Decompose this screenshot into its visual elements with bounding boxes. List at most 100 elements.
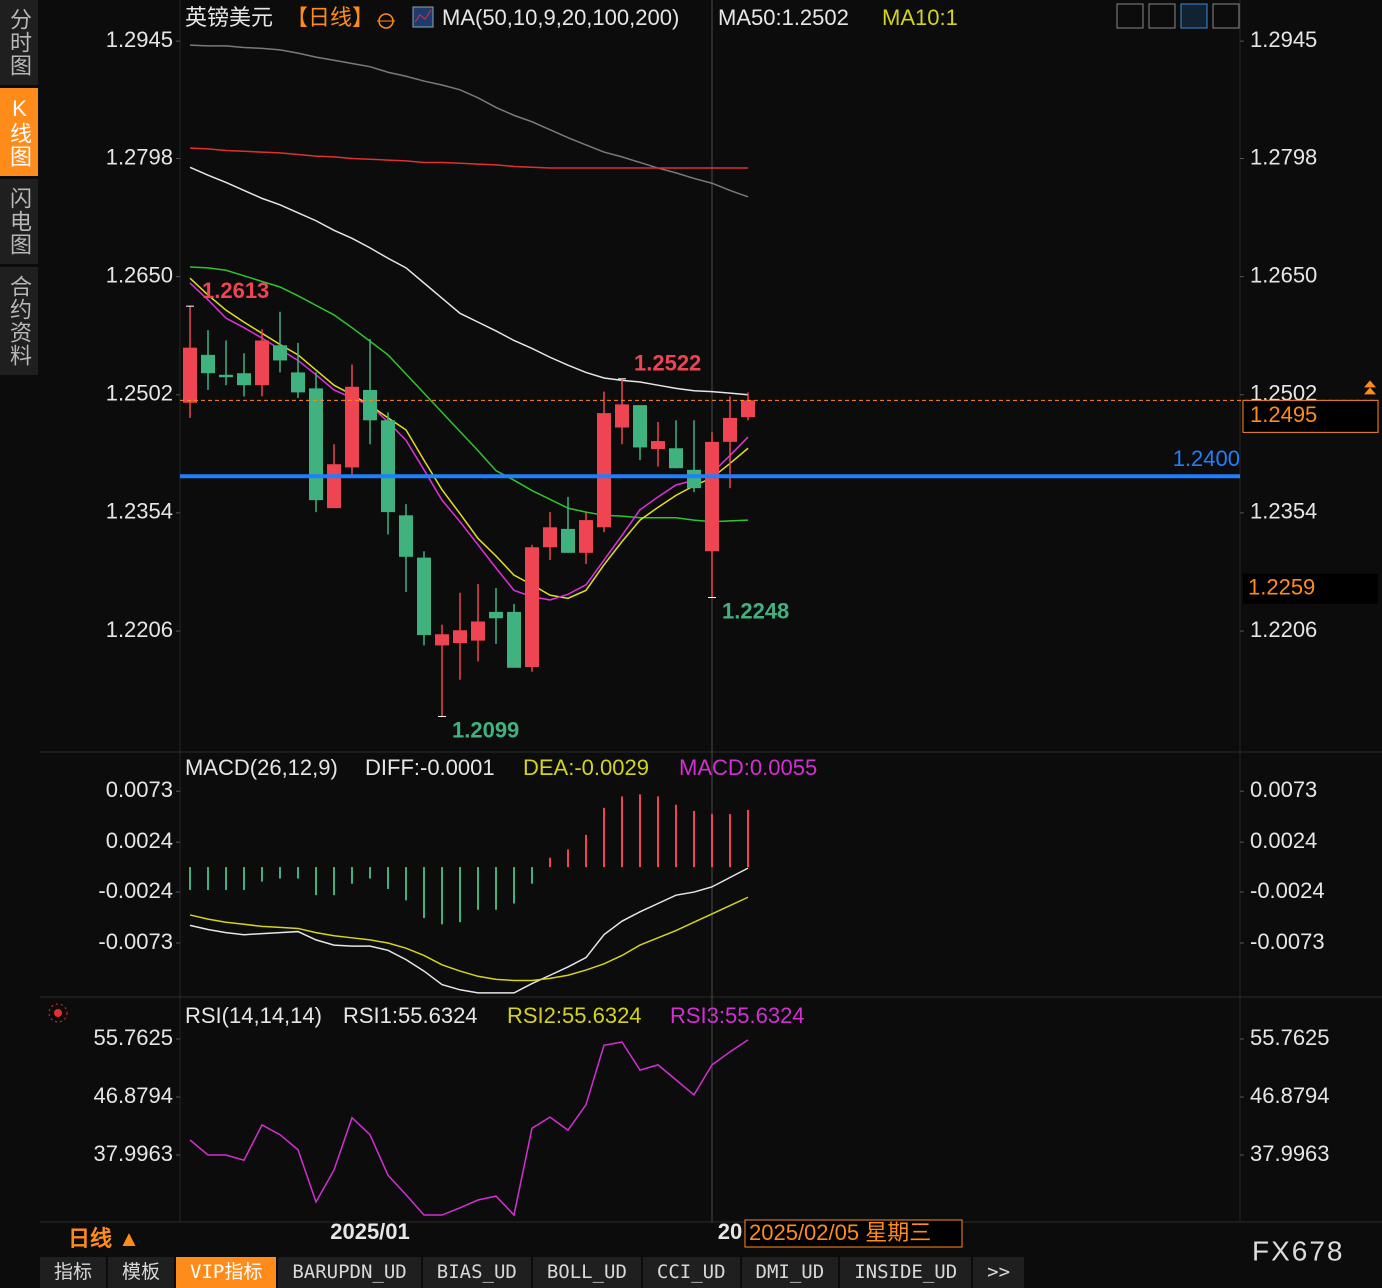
x-tick-label: 20 bbox=[718, 1219, 742, 1244]
candle-body bbox=[471, 621, 485, 641]
panel-header: RSI2:55.6324 bbox=[507, 1003, 642, 1028]
y-tick-label: 1.2650 bbox=[1250, 262, 1317, 287]
y-tick-label: 1.2798 bbox=[1250, 144, 1317, 169]
y-tick-label: 46.8794 bbox=[93, 1083, 173, 1108]
rsi-line bbox=[189, 1039, 749, 1217]
candle-body bbox=[597, 413, 611, 528]
tool-icon[interactable] bbox=[1180, 3, 1208, 29]
cursor-price-label: 1.2259 bbox=[1248, 575, 1315, 600]
period-label[interactable]: 日线 ▲ bbox=[68, 1226, 140, 1251]
tab[interactable]: BOLL_UD bbox=[532, 1257, 641, 1288]
candle-body bbox=[669, 448, 683, 469]
tab[interactable]: CCI_UD bbox=[642, 1257, 740, 1288]
candle-body bbox=[201, 354, 215, 374]
sidebar: 分时图 K线图 闪电图 合约资料 bbox=[0, 0, 38, 378]
candle-body bbox=[615, 404, 629, 428]
candle-body bbox=[561, 528, 575, 553]
tab[interactable]: >> bbox=[973, 1257, 1025, 1288]
candle-body bbox=[399, 515, 413, 557]
candle-body bbox=[273, 345, 287, 361]
y-tick-label: -0.0024 bbox=[1250, 878, 1325, 903]
candle-body bbox=[183, 347, 197, 403]
y-tick-label: 1.2206 bbox=[106, 617, 173, 642]
tab[interactable]: BIAS_UD bbox=[422, 1257, 531, 1288]
ma-line bbox=[189, 44, 749, 198]
y-tick-label: 1.2354 bbox=[1250, 499, 1317, 524]
y-tick-label: 1.2945 bbox=[106, 27, 173, 52]
panel-header: MA10:1 bbox=[882, 5, 958, 30]
candle-body bbox=[507, 611, 521, 668]
last-price-arrow bbox=[1364, 380, 1376, 395]
panel-header: MACD(26,12,9) bbox=[185, 755, 338, 780]
sidebar-button[interactable]: 合约资料 bbox=[0, 267, 38, 375]
tab[interactable]: 指标 bbox=[40, 1257, 107, 1288]
tab[interactable]: INSIDE_UD bbox=[840, 1257, 972, 1288]
y-tick-label: 1.2206 bbox=[1250, 617, 1317, 642]
background bbox=[38, 0, 1382, 1256]
tool-icon[interactable] bbox=[1212, 3, 1240, 29]
cursor-price-box bbox=[1243, 573, 1378, 604]
candle-body bbox=[381, 420, 395, 513]
tab-bar: 指标 模板 VIP指标 BARUPDN_UD BIAS_UD BOLL_UD CCI_UD D… bbox=[40, 1257, 1025, 1288]
tab[interactable]: DMI_UD bbox=[741, 1257, 839, 1288]
y-tick-label: 37.9963 bbox=[1250, 1141, 1330, 1166]
candle-body bbox=[417, 557, 431, 636]
y-tick-label: 0.0024 bbox=[1250, 828, 1317, 853]
y-tick-label: 55.7625 bbox=[93, 1025, 173, 1050]
candle-body bbox=[741, 400, 755, 418]
y-tick-label: 1.2945 bbox=[1250, 27, 1317, 52]
y-tick-label: 0.0073 bbox=[1250, 777, 1317, 802]
candle-body bbox=[723, 417, 737, 442]
x-tick-label: 2025/01 bbox=[330, 1219, 410, 1244]
watermark: FX678 bbox=[1252, 1235, 1345, 1266]
y-tick-label: -0.0073 bbox=[1250, 929, 1325, 954]
macd-line bbox=[189, 867, 749, 994]
tool-icon[interactable] bbox=[1116, 3, 1144, 29]
high-label: 1.2522 bbox=[634, 351, 701, 376]
candle-body bbox=[687, 469, 701, 489]
y-tick-label: 37.9963 bbox=[93, 1141, 173, 1166]
tab[interactable]: 模板 bbox=[108, 1257, 175, 1288]
support-label: 1.2400 bbox=[1173, 446, 1240, 471]
panel-header: 【日线】 bbox=[286, 5, 374, 30]
candle-body bbox=[255, 340, 269, 386]
candle-body bbox=[543, 527, 557, 548]
panel-header: MACD:0.0055 bbox=[679, 755, 817, 780]
ma-line bbox=[189, 266, 749, 523]
last-price-label: 1.2495 bbox=[1250, 402, 1317, 427]
macd-line bbox=[189, 896, 749, 982]
panel-header: DEA:-0.0029 bbox=[523, 755, 649, 780]
cursor-date: 2025/02/05 星期三 bbox=[749, 1220, 931, 1245]
candle-body bbox=[309, 388, 323, 501]
settings-icon[interactable] bbox=[48, 1003, 68, 1023]
panel-header: MA(50,10,9,20,100,200) bbox=[442, 5, 679, 30]
candle-body bbox=[219, 374, 233, 378]
candle-body bbox=[291, 372, 305, 393]
candle-body bbox=[651, 441, 665, 450]
candle-body bbox=[489, 611, 503, 619]
candle-body bbox=[525, 547, 539, 667]
panel-header: 英镑美元 bbox=[185, 5, 273, 30]
candle-body bbox=[345, 386, 359, 468]
cursor-date-box bbox=[744, 1219, 963, 1248]
tab[interactable]: VIP指标 bbox=[176, 1257, 277, 1288]
panel-header: RSI(14,14,14) bbox=[185, 1003, 322, 1028]
y-tick-label: 46.8794 bbox=[1250, 1083, 1330, 1108]
candle-body bbox=[363, 389, 377, 421]
y-tick-label: 0.0024 bbox=[106, 828, 173, 853]
tool-icon[interactable] bbox=[1148, 3, 1176, 29]
candle-body bbox=[633, 405, 647, 448]
ma-line bbox=[189, 166, 749, 396]
panel-header: MA50:1.2502 bbox=[718, 5, 849, 30]
ma-line bbox=[189, 147, 748, 169]
sidebar-button[interactable]: K线图 bbox=[0, 88, 38, 176]
settings-icon[interactable] bbox=[54, 1009, 62, 1017]
y-tick-label: 1.2798 bbox=[106, 144, 173, 169]
sidebar-button[interactable]: 闪电图 bbox=[0, 179, 38, 264]
sidebar-button[interactable]: 分时图 bbox=[0, 0, 38, 85]
tab[interactable]: BARUPDN_UD bbox=[278, 1257, 421, 1288]
y-tick-label: 55.7625 bbox=[1250, 1025, 1330, 1050]
panel-header: RSI3:55.6324 bbox=[670, 1003, 805, 1028]
